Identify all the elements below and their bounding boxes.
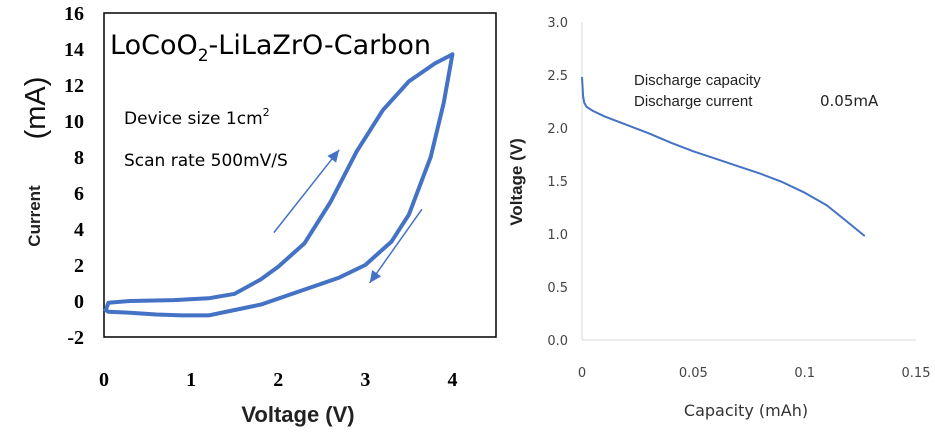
cv-arrow-up — [273, 149, 340, 234]
cv-x-tick-label: 0 — [99, 369, 109, 391]
cv-y-tick-label: 6 — [74, 183, 84, 205]
discharge-chart: 0.0 0.5 1.0 1.5 2.0 2.5 3.0 0 0.05 0.1 0.15 Disch… — [507, 16, 930, 420]
cv-arrow-down — [369, 208, 423, 284]
cv-y-tick-label: 16 — [64, 3, 84, 25]
cv-device-size-annotation: Device size 1cm2 — [124, 106, 270, 129]
cv-y-tick-label: 4 — [74, 219, 84, 241]
discharge-y-tick-label: 2.0 — [547, 122, 568, 137]
cv-reverse-scan-line — [103, 52, 455, 318]
cv-y-tick-label: 8 — [74, 147, 84, 169]
discharge-x-ticks: 0 0.05 0.1 0.15 — [578, 366, 931, 381]
cv-forward-scan-line — [103, 52, 455, 312]
cv-scan-rate-annotation: Scan rate 500mV/S — [124, 151, 288, 171]
cv-x-ticks: 0 1 2 3 4 — [99, 369, 457, 391]
cv-arrow-shaft — [369, 208, 423, 284]
discharge-annotation-value: 0.05mA — [820, 92, 879, 110]
cv-x-tick-label: 2 — [273, 369, 283, 391]
cv-x-tick-label: 4 — [447, 369, 457, 391]
cv-title-rest: -LiLaZrO-Carbon — [209, 30, 432, 61]
cv-x-tick-label: 1 — [186, 369, 196, 391]
cv-y-tick-label: -2 — [67, 327, 84, 349]
cv-y-tick-label: 2 — [74, 255, 84, 277]
cv-title-subscript: 2 — [198, 46, 209, 66]
discharge-y-tick-label: 0.0 — [547, 334, 568, 349]
discharge-x-tick-label: 0.1 — [794, 366, 815, 381]
discharge-x-axis-label: Capacity (mAh) — [684, 401, 808, 420]
cv-y-tick-label: 10 — [64, 111, 84, 133]
cv-x-tick-label: 3 — [360, 369, 370, 391]
discharge-x-tick-label: 0.05 — [679, 366, 708, 381]
discharge-x-tick-label: 0.15 — [902, 366, 931, 381]
cv-chart-title: LoCoO2-LiLaZrO-Carbon — [110, 30, 431, 66]
cv-arrow-shaft — [273, 149, 340, 234]
cv-y-tick-label: 12 — [64, 75, 84, 97]
cv-y-tick-label: 0 — [74, 291, 84, 313]
discharge-series-group — [581, 77, 866, 237]
cv-x-axis-label: Voltage (V) — [241, 402, 354, 427]
cv-y-axis-label: Current — [25, 185, 44, 247]
cv-y-ticks: -2 0 2 4 6 8 10 12 14 16 — [64, 3, 84, 349]
discharge-y-ticks: 0.0 0.5 1.0 1.5 2.0 2.5 3.0 — [547, 16, 568, 349]
cv-arrow-head — [327, 149, 340, 163]
cv-arrows-group — [273, 149, 423, 284]
discharge-y-tick-label: 1.0 — [547, 228, 568, 243]
discharge-y-tick-label: 3.0 — [547, 16, 568, 31]
discharge-y-tick-label: 0.5 — [547, 281, 568, 296]
discharge-y-tick-label: 2.5 — [547, 69, 568, 84]
cv-device-size-text: Device size 1cm — [124, 109, 263, 129]
cv-y-tick-label: 14 — [64, 39, 84, 61]
discharge-x-tick-label: 0 — [578, 366, 586, 381]
discharge-annotation-line2: Discharge current — [634, 93, 753, 110]
discharge-annotation-line1: Discharge capacity — [634, 72, 761, 89]
discharge-curve-line — [581, 77, 866, 237]
cv-y-axis-unit: (mA) — [20, 77, 52, 140]
cv-title-main: LoCoO — [110, 30, 198, 61]
cv-arrow-head — [369, 270, 382, 283]
cv-device-size-superscript: 2 — [263, 106, 270, 119]
discharge-y-tick-label: 1.5 — [547, 175, 568, 190]
cv-series-group — [103, 52, 455, 318]
discharge-y-axis-label: Voltage (V) — [507, 138, 526, 226]
